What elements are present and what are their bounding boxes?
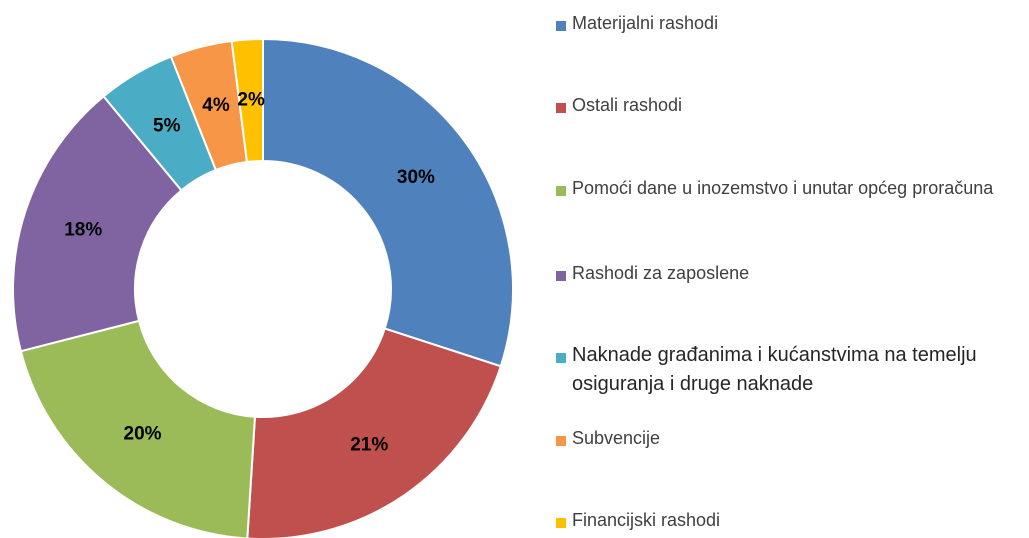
donut: 30% 21% 20% 18% 5% 4% 2% [12,37,514,538]
legend-label: Materijalni rashodi [572,13,719,33]
legend-swatch [556,103,566,113]
legend-swatch [556,518,566,528]
legend-label: Naknade građanima i kućanstvima na temel… [572,344,977,395]
data-label: 21% [350,434,388,455]
legend-label: Rashodi za zaposlene [572,263,750,283]
legend-label: Pomoći dane u inozemstvo i unutar općeg … [572,178,994,198]
legend-label: Ostali rashodi [572,95,683,115]
legend-entry: Financijski rashodi [556,510,1027,534]
legend-label: Financijski rashodi [572,510,721,530]
data-label: 2% [237,89,265,110]
legend-swatch [556,186,566,196]
slice [262,37,514,368]
legend-entry: Naknade građanima i kućanstvima na temel… [556,344,1027,399]
slice [246,327,503,538]
data-label: 5% [153,115,181,136]
legend-entry: Ostali rashodi [556,95,1027,119]
legend-label: Subvencije [572,428,661,448]
legend-entry: Rashodi za zaposlene [556,263,1027,287]
legend-swatch [556,436,566,446]
data-label: 4% [202,95,230,116]
legend-entry: Pomoći dane u inozemstvo i unutar općeg … [556,178,1027,202]
legend-entry: Subvencije [556,428,1027,452]
data-label: 18% [64,220,102,241]
slice [19,319,257,538]
slice [230,37,264,164]
legend-swatch [556,271,566,281]
slice [12,94,183,353]
legend-entry: Materijalni rashodi [556,13,1027,37]
data-label: 20% [124,424,162,445]
data-label: 30% [397,167,435,188]
legend-swatch [556,21,566,31]
legend-swatch [556,353,566,363]
